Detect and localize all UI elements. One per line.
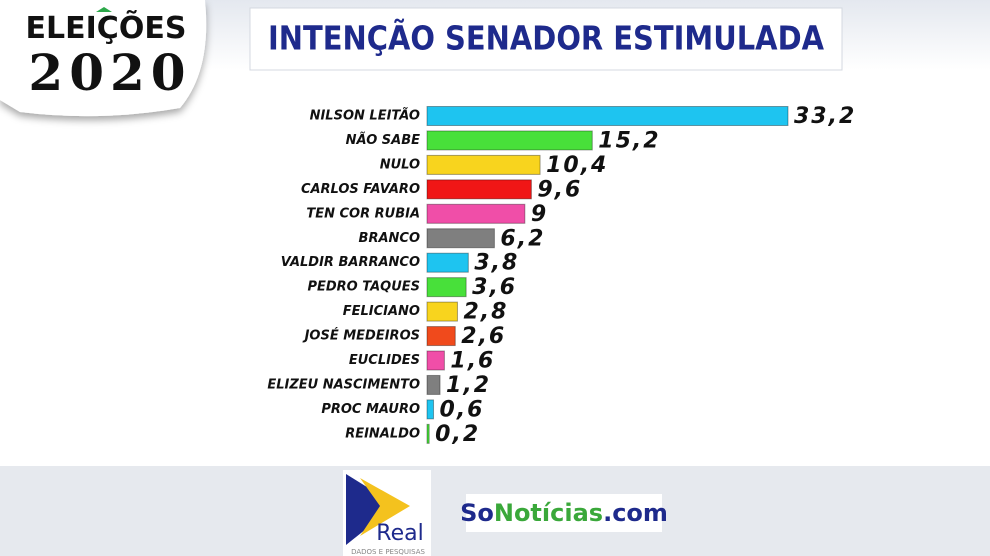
category-label: CARLOS FAVARO	[301, 182, 420, 197]
value-label: 2,8	[463, 300, 508, 325]
site-part: Notícias	[494, 499, 603, 527]
badge-top: ELEIÇÕES	[26, 9, 187, 46]
bar	[426, 179, 532, 200]
category-label: TEN COR RUBIA	[306, 206, 420, 221]
value-label: 3,8	[474, 251, 519, 276]
bar	[426, 130, 593, 151]
bar	[426, 203, 526, 224]
category-label: VALDIR BARRANCO	[281, 255, 420, 270]
bar	[426, 106, 789, 126]
site-part: .com	[603, 499, 668, 527]
bar	[426, 350, 445, 371]
badge-year: 2020	[28, 43, 191, 102]
bar	[426, 252, 469, 273]
category-label: JOSÉ MEDEIROS	[302, 328, 420, 344]
value-label: 0,6	[440, 397, 485, 422]
category-label: NILSON LEITÃO	[310, 108, 420, 124]
chart-title: INTENÇÃO SENADOR ESTIMULADA	[268, 18, 824, 58]
value-label: 1,6	[450, 349, 495, 374]
bar	[426, 399, 435, 420]
category-label: ELIZEU NASCIMENTO	[267, 377, 420, 392]
value-label: 2,6	[461, 324, 506, 349]
category-label: FELICIANO	[343, 304, 420, 319]
value-label: 9	[531, 202, 548, 227]
bar	[426, 228, 495, 249]
site-part: So	[460, 499, 494, 527]
value-label: 10,4	[546, 153, 608, 178]
real-logo-mark	[346, 474, 396, 545]
bar	[426, 326, 456, 347]
real-logo-mark	[360, 478, 410, 536]
bar	[426, 423, 430, 444]
value-label: 15,2	[598, 128, 660, 153]
site-box	[466, 494, 662, 532]
value-label: 33,2	[794, 104, 856, 129]
bar	[426, 301, 458, 322]
value-label: 9,6	[537, 177, 582, 202]
category-label: BRANCO	[359, 231, 420, 246]
category-label: EUCLIDES	[349, 353, 420, 368]
bar	[426, 277, 467, 298]
bar	[426, 374, 441, 395]
value-label: 6,2	[500, 226, 545, 251]
title-box	[249, 7, 843, 71]
category-label: PEDRO TAQUES	[307, 280, 420, 295]
category-label: PROC MAURO	[321, 402, 420, 417]
value-label: 1,2	[446, 373, 491, 398]
badge-icon	[96, 7, 112, 12]
real-logo-text: Real	[376, 521, 423, 546]
real-logo-sub: DADOS E PESQUISAS	[351, 548, 425, 556]
category-label: NÃO SABE	[346, 132, 420, 148]
category-label: NULO	[380, 157, 420, 172]
category-label: REINALDO	[345, 426, 420, 441]
value-label: 0,2	[435, 422, 480, 447]
site-name: SoNotícias.com	[460, 499, 668, 527]
value-label: 3,6	[472, 275, 517, 300]
badge	[0, 0, 207, 117]
bar	[426, 154, 541, 175]
